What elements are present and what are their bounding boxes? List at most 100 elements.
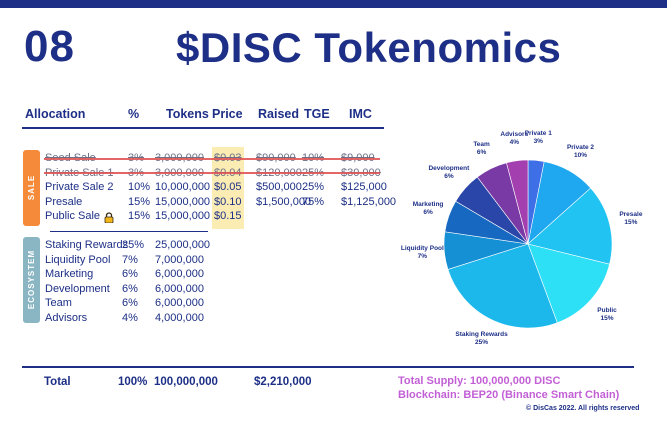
pie-slice-advisors bbox=[506, 159, 529, 245]
header-raised: Raised bbox=[258, 107, 299, 121]
group-separator bbox=[50, 231, 208, 232]
pie-label-name: Presale bbox=[619, 210, 643, 218]
header-price: Price bbox=[212, 107, 243, 121]
sale-group-tag: SALE bbox=[23, 150, 40, 226]
total-divider bbox=[22, 366, 634, 368]
pie-label-staking-rewards: Staking Rewards 25% bbox=[450, 331, 513, 347]
allocation-pie-chart: Private 1 3% Private 2 10% Presale 15% Public 1… bbox=[380, 120, 667, 360]
lock-icon bbox=[104, 210, 114, 224]
allocation-price: $0.15 bbox=[214, 210, 242, 223]
blockchain-info: Blockchain: BEP20 (Binance Smart Chain) bbox=[398, 389, 620, 401]
allocation-percent: 15% bbox=[128, 210, 151, 223]
header-tokens: Tokens bbox=[166, 107, 209, 121]
total-supply: Total Supply: 100,000,000 DISC bbox=[398, 375, 561, 387]
header-imc: IMC bbox=[349, 107, 372, 121]
pie-label-percent: 3% bbox=[533, 138, 543, 146]
allocation-tokens: 15,000,000 bbox=[155, 210, 211, 223]
total-raised: $2,210,000 bbox=[254, 376, 312, 388]
ecosystem-group-label: ECOSYSTEM bbox=[27, 249, 36, 310]
ecosystem-tokens: 7,000,000 bbox=[155, 253, 204, 266]
pie-label-liquidity-pool: Liquidity Pool 7% bbox=[393, 245, 452, 261]
ecosystem-name: Staking Rewards bbox=[45, 239, 129, 251]
pie-slice-staking-rewards bbox=[447, 243, 558, 329]
allocation-name: Private Sale 2 bbox=[45, 181, 114, 194]
pie-label-percent: 15% bbox=[600, 314, 614, 322]
ecosystem-percent: 6% bbox=[122, 268, 138, 281]
pie-slice-presale bbox=[527, 187, 613, 265]
ecosystem-percent: 6% bbox=[122, 282, 138, 295]
slide-title: $DISC Tokenomics bbox=[176, 24, 562, 71]
pie-label-development: Development 6% bbox=[426, 165, 472, 181]
pie-label-team: Team 6% bbox=[470, 141, 494, 157]
ecosystem-tokens: 25,000,000 bbox=[155, 239, 211, 251]
pie-label-public: Public 15% bbox=[594, 307, 619, 323]
pie-label-name: Development bbox=[428, 165, 470, 173]
header-underline bbox=[22, 127, 384, 129]
pie-label-name: Marketing bbox=[412, 200, 444, 208]
allocation-name: Presale bbox=[45, 195, 83, 208]
allocation-tokens: 15,000,000 bbox=[155, 195, 211, 208]
allocation-tge: 25% bbox=[302, 181, 325, 194]
pie-label-private-2: Private 2 10% bbox=[562, 144, 600, 160]
pie-label-percent: 7% bbox=[417, 252, 428, 260]
allocation-imc: $1,125,000 bbox=[341, 195, 397, 208]
total-percent: 100% bbox=[118, 376, 148, 388]
copyright: © DisCas 2022. All rights reserved bbox=[526, 405, 640, 412]
total-label: Total bbox=[44, 376, 71, 388]
ecosystem-name: Advisors bbox=[45, 312, 88, 324]
allocation-raised: $500,000 bbox=[256, 181, 302, 194]
ecosystem-percent: 25% bbox=[122, 239, 145, 251]
pie-label-name: Private 1 bbox=[524, 130, 552, 138]
top-accent-bar bbox=[0, 0, 667, 8]
allocation-percent: 15% bbox=[128, 195, 151, 208]
ecosystem-name: Liquidity Pool bbox=[45, 253, 111, 266]
slide-number: 08 bbox=[24, 22, 75, 71]
header-percent: % bbox=[128, 107, 140, 121]
pie-label-presale: Presale 15% bbox=[616, 211, 645, 227]
ecosystem-tokens: 6,000,000 bbox=[155, 268, 204, 281]
ecosystem-name: Development bbox=[45, 282, 110, 295]
pie-label-percent: 25% bbox=[475, 339, 489, 347]
pie-label-name: Liquidity Pool bbox=[400, 244, 444, 252]
pie-label-name: Staking Rewards bbox=[455, 331, 508, 339]
allocation-tokens: 10,000,000 bbox=[155, 181, 211, 194]
allocation-price: $0.10 bbox=[214, 195, 242, 208]
strikethrough-line bbox=[44, 157, 380, 160]
header-allocation: Allocation bbox=[25, 107, 86, 121]
price-highlight bbox=[212, 147, 244, 229]
pie-label-name: Private 2 bbox=[566, 143, 595, 151]
total-tokens: 100,000,000 bbox=[154, 376, 218, 388]
allocation-imc: $125,000 bbox=[341, 181, 387, 194]
ecosystem-tokens: 4,000,000 bbox=[155, 312, 204, 324]
allocation-percent: 10% bbox=[128, 181, 151, 194]
pie-svg bbox=[443, 159, 613, 329]
allocation-tge: 75% bbox=[302, 195, 325, 208]
ecosystem-percent: 4% bbox=[122, 312, 138, 324]
pie-label-percent: 6% bbox=[444, 173, 454, 181]
pie-label-name: Public bbox=[597, 306, 617, 314]
allocation-name: Public Sale bbox=[45, 210, 101, 223]
pie-label-name: Advisors bbox=[500, 130, 529, 138]
pie-label-percent: 6% bbox=[423, 208, 433, 216]
header-tge: TGE bbox=[304, 107, 330, 121]
pie-label-percent: 15% bbox=[624, 218, 638, 226]
allocation-price: $0.05 bbox=[214, 181, 242, 194]
ecosystem-percent: 7% bbox=[122, 253, 138, 266]
ecosystem-name: Team bbox=[45, 297, 72, 310]
ecosystem-tokens: 6,000,000 bbox=[155, 282, 204, 295]
ecosystem-group-tag: ECOSYSTEM bbox=[23, 237, 40, 323]
pie-label-name: Team bbox=[473, 140, 490, 148]
ecosystem-percent: 6% bbox=[122, 297, 138, 310]
pie-label-percent: 4% bbox=[509, 138, 519, 146]
pie-label-advisors: Advisors 4% bbox=[498, 131, 532, 147]
pie-label-percent: 10% bbox=[573, 151, 587, 159]
allocation-raised: $1,500,000 bbox=[256, 195, 312, 208]
sale-group-label: SALE bbox=[27, 174, 36, 201]
strikethrough-line bbox=[44, 172, 380, 175]
pie-label-percent: 6% bbox=[476, 148, 487, 156]
pie-label-private-1: Private 1 3% bbox=[519, 130, 557, 146]
ecosystem-name: Marketing bbox=[45, 268, 94, 281]
pie-label-marketing: Marketing 6% bbox=[409, 201, 447, 217]
ecosystem-tokens: 6,000,000 bbox=[155, 297, 204, 310]
pie-slice-public bbox=[527, 243, 610, 324]
